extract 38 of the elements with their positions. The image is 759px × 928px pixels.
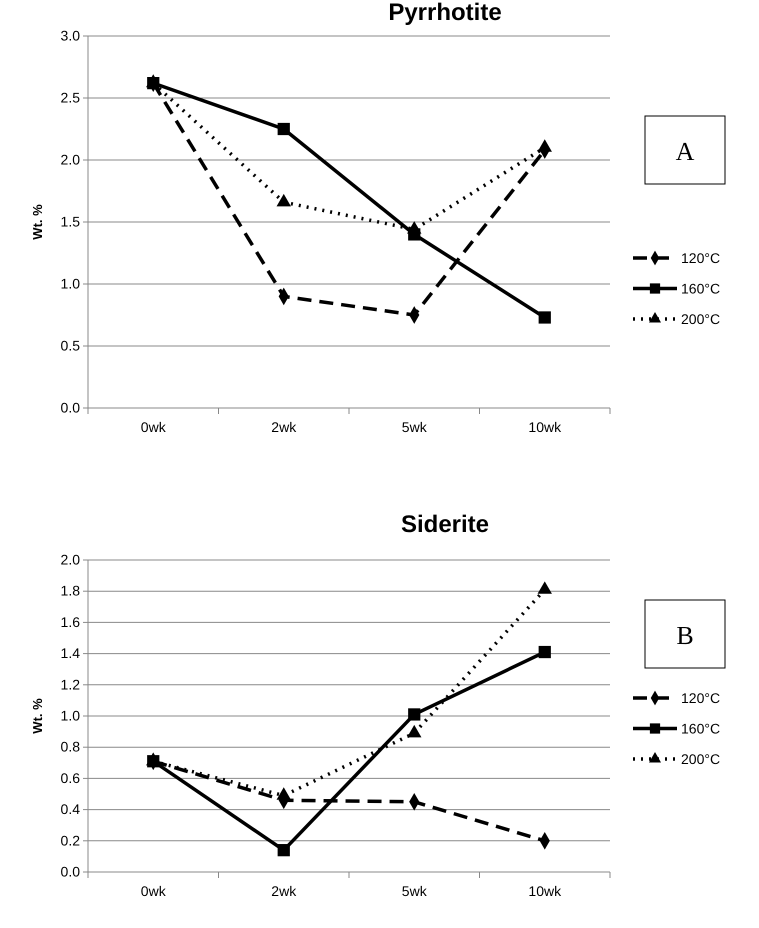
legend-label: 120°C	[681, 250, 720, 266]
text: A	[676, 137, 695, 166]
y-tick-label: 1.8	[60, 582, 80, 599]
chart-title: Pyrrhotite	[388, 0, 502, 26]
x-tick-label: 0wk	[140, 882, 167, 899]
y-tick-label: 2.0	[60, 551, 80, 568]
y-tick-label: 2.5	[60, 89, 80, 106]
y-tick-label: 0.5	[60, 337, 80, 354]
y-tick-label: 0.8	[60, 738, 80, 755]
y-tick-label: 1.5	[60, 213, 80, 230]
chart-title: Siderite	[400, 511, 490, 538]
y-axis-title: Wt. %	[30, 698, 45, 734]
y-tick-label: 1.6	[60, 614, 80, 630]
y-tick-label: 1.0	[60, 707, 80, 724]
legend-label: 120°C	[681, 690, 720, 706]
x-tick-label: 5wk	[402, 882, 428, 899]
x-tick-label: 10wk	[528, 418, 562, 435]
y-tick-label: 2.0	[60, 151, 80, 168]
x-tick-label: 5wk	[402, 418, 428, 435]
legend-label: 200°C	[681, 311, 720, 327]
y-tick-label: 0.6	[60, 770, 80, 786]
y-tick-label: 0.4	[60, 801, 80, 818]
legend-label: 160°C	[681, 720, 720, 736]
x-tick-label: 0wk	[140, 418, 167, 435]
y-tick-label: 0.0	[60, 863, 80, 880]
x-tick-label: 2wk	[271, 882, 298, 899]
text: B	[676, 621, 694, 650]
y-axis-title: Wt. %	[30, 204, 45, 240]
y-tick-label: 1.0	[60, 275, 80, 292]
x-tick-label: 2wk	[271, 418, 298, 435]
x-tick-label: 10wk	[528, 882, 562, 899]
y-tick-label: 1.4	[60, 645, 80, 662]
y-tick-label: 0.2	[60, 832, 80, 848]
legend-label: 160°C	[681, 280, 720, 296]
y-tick-label: 0.0	[60, 399, 80, 416]
legend-label: 200°C	[681, 751, 720, 767]
y-tick-label: 1.2	[60, 676, 80, 692]
y-tick-label: 3.0	[60, 27, 80, 44]
